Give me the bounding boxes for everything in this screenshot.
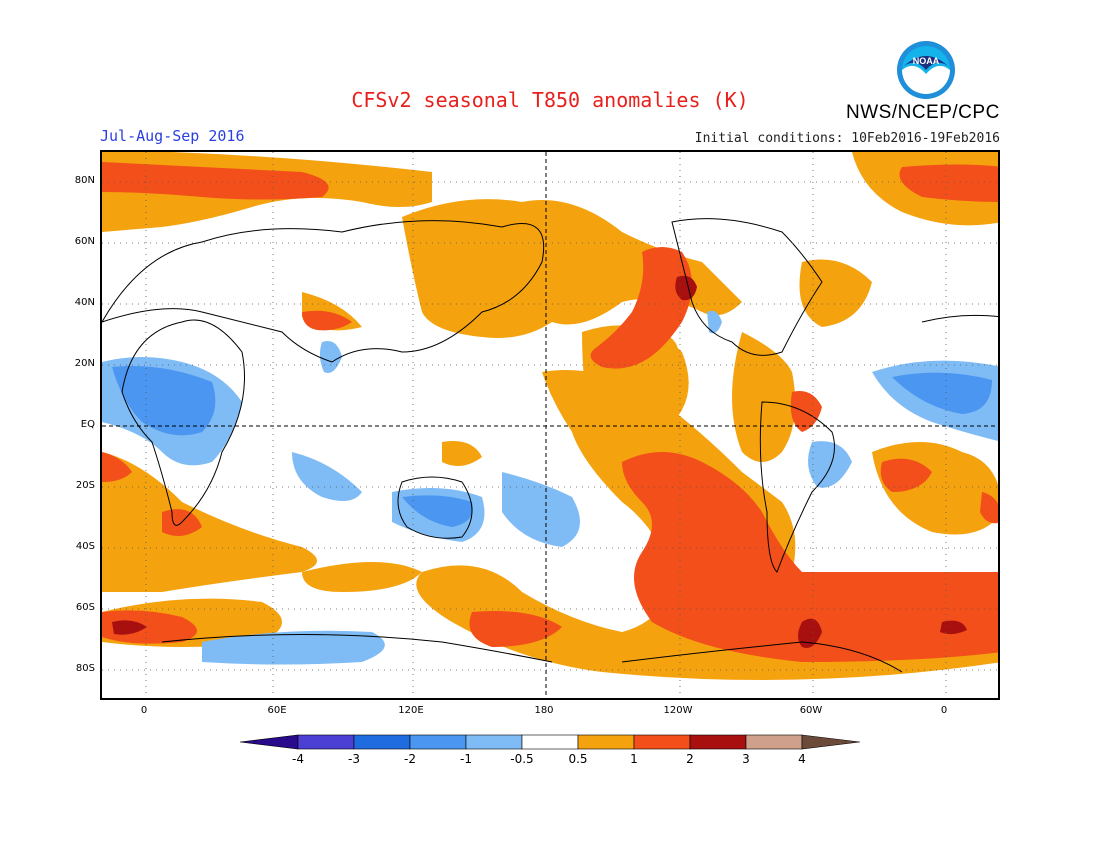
colorbar-label: -2	[404, 752, 416, 766]
cool-anomaly-strong-regions	[112, 366, 992, 527]
lon-label-60w: 60W	[799, 705, 823, 716]
lat-label-80n: 80N	[74, 175, 95, 186]
warm-anomaly-strong-regions	[102, 162, 998, 662]
colorbar-segment	[577, 734, 635, 750]
chart-title: CFSv2 seasonal T850 anomalies (K)	[351, 88, 749, 112]
colorbar-segment	[409, 734, 467, 750]
colorbar-segment	[745, 734, 803, 750]
colorbar-segment	[297, 734, 355, 750]
colorbar-label: -0.5	[510, 752, 534, 766]
colorbar-segment-min	[240, 734, 299, 750]
colorbar-segment	[521, 734, 579, 750]
colorbar-label: 3	[742, 752, 750, 766]
lat-label-80s: 80S	[75, 663, 95, 674]
lon-label-0-east: 0	[940, 705, 948, 716]
lat-label-40s: 40S	[75, 541, 95, 552]
lat-label-40n: 40N	[74, 297, 95, 308]
lon-label-120w: 120W	[663, 705, 693, 716]
colorbar-label: -3	[348, 752, 360, 766]
colorbar-label: -1	[460, 752, 472, 766]
lon-label-0-west: 0	[140, 705, 148, 716]
colorbar-label: -4	[292, 752, 304, 766]
anomaly-map	[100, 150, 1000, 700]
initial-conditions-label: Initial conditions: 10Feb2016-19Feb2016	[694, 131, 1000, 146]
colorbar-label: 4	[798, 752, 806, 766]
warm-anomaly-very-strong-regions	[112, 275, 967, 648]
colorbar-segment	[689, 734, 747, 750]
colorbar-label: 2	[686, 752, 694, 766]
colorbar-label: 1	[630, 752, 638, 766]
agency-label: NWS/NCEP/CPC	[846, 102, 1000, 123]
logo-text: NOAA	[913, 56, 940, 66]
colorbar	[240, 734, 860, 750]
colorbar-segment	[633, 734, 691, 750]
colorbar-segment	[353, 734, 411, 750]
lat-label-60s: 60S	[75, 602, 95, 613]
map-svg	[102, 152, 998, 698]
lat-label-60n: 60N	[74, 236, 95, 247]
map-grid	[102, 152, 998, 698]
lat-label-20n: 20N	[74, 358, 95, 369]
colorbar-label: 0.5	[568, 752, 588, 766]
lon-label-180: 180	[534, 705, 554, 716]
lon-label-120e: 120E	[398, 705, 424, 716]
period-label: Jul-Aug-Sep 2016	[100, 127, 245, 145]
colorbar-segment	[465, 734, 523, 750]
noaa-logo: NOAA	[897, 41, 955, 99]
colorbar-segment-max	[801, 734, 860, 750]
continent-outlines	[102, 218, 998, 673]
lon-label-60e: 60E	[267, 705, 287, 716]
lat-label-20s: 20S	[75, 480, 95, 491]
map-reference-lines	[102, 152, 998, 698]
lat-label-eq: EQ	[80, 419, 95, 430]
